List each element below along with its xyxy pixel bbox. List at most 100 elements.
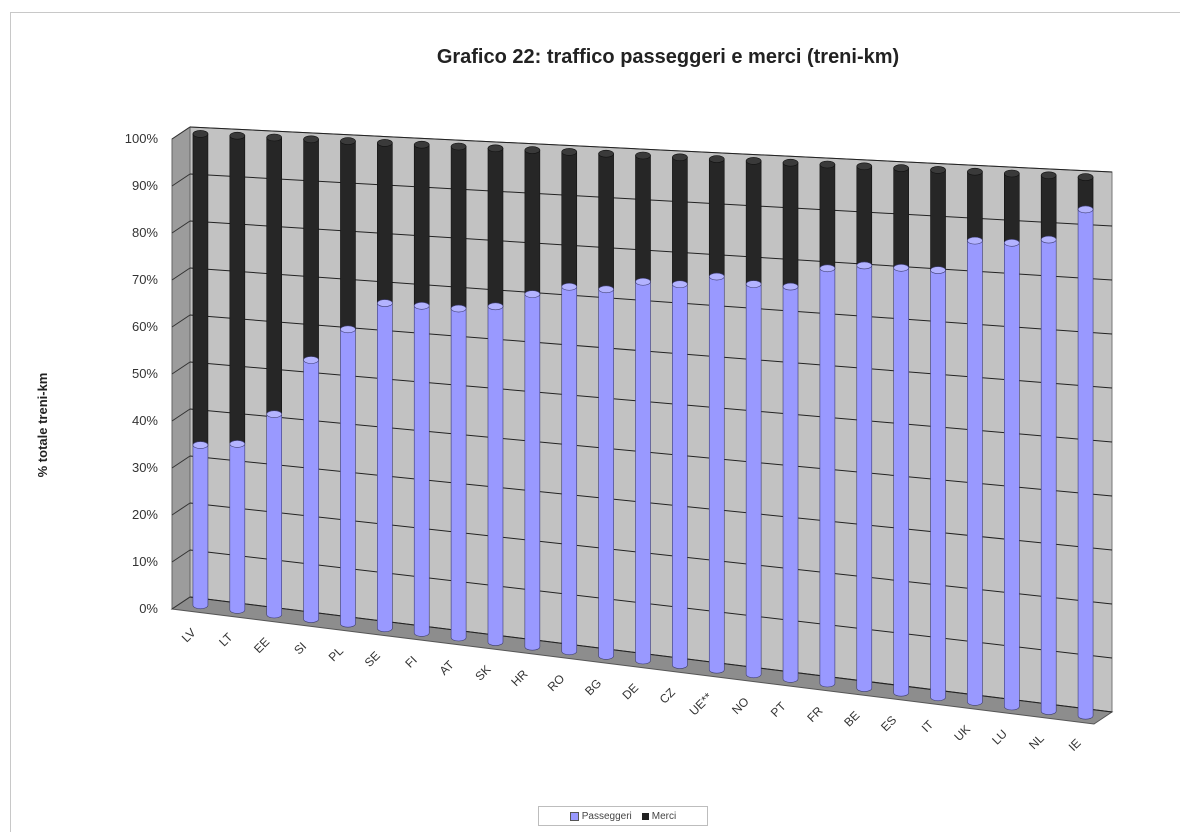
bar-merci — [450, 146, 467, 313]
x-tick-label: PL — [326, 644, 347, 665]
bar-merci-top — [561, 148, 578, 156]
bar-merci-top — [598, 149, 614, 158]
bar-merci-top — [377, 139, 393, 147]
y-tick-label: 10% — [132, 554, 158, 569]
bar-es — [893, 164, 909, 697]
bar-passeggeri-top — [1077, 205, 1094, 214]
bar-merci — [413, 144, 430, 310]
bar-passeggeri — [561, 286, 578, 656]
bar-passeggeri-top — [893, 263, 909, 272]
bar-passeggeri — [450, 308, 467, 642]
bar-it — [930, 166, 946, 702]
bar-lv — [192, 130, 209, 610]
bar-passeggeri-top — [782, 282, 799, 291]
y-tick-label: 0% — [139, 601, 158, 616]
y-axis-ticks: 0% 10% 20% 30% 40% 50% 60% 70% 80% 90% 100% — [125, 131, 159, 616]
x-tick-label: DE — [619, 681, 641, 703]
x-tick-label: UE** — [687, 690, 716, 719]
bar-merci — [967, 171, 983, 245]
bar-passeggeri-top — [192, 441, 209, 449]
y-tick-label: 90% — [132, 178, 158, 193]
x-tick-label: BG — [582, 676, 604, 698]
bar-ro — [561, 148, 578, 656]
bar-passeggeri — [487, 306, 504, 646]
bar-pl — [340, 137, 356, 628]
x-tick-label: FR — [804, 703, 825, 724]
bar-passeggeri-top — [450, 304, 467, 313]
bar-passeggeri — [1040, 239, 1057, 715]
gridline-side — [171, 220, 191, 234]
x-tick-label: SE — [362, 649, 383, 670]
y-tick-label: 20% — [132, 507, 158, 522]
bar-merci-top — [303, 135, 319, 144]
x-tick-label: AT — [437, 657, 458, 678]
y-tick-label: 30% — [132, 460, 158, 475]
x-tick-label: LT — [216, 630, 236, 650]
bar-passeggeri — [819, 268, 836, 688]
bar-passeggeri — [524, 293, 541, 651]
bar-at — [450, 142, 467, 642]
bar-merci — [377, 142, 393, 307]
bar-passeggeri-top — [229, 440, 246, 448]
bar-merci — [930, 169, 946, 274]
y-tick-label: 70% — [132, 272, 158, 287]
legend-item-passeggeri: Passeggeri — [569, 810, 632, 822]
bar-passeggeri-top — [967, 236, 983, 245]
y-axis-label: % totale treni-km — [35, 373, 50, 478]
legend-item-merci: Merci — [641, 810, 677, 822]
legend-label-merci: Merci — [651, 810, 677, 822]
bar-passeggeri-top — [672, 280, 688, 289]
bar-passeggeri-top — [340, 325, 356, 334]
bar-passeggeri — [413, 305, 430, 637]
gridline-side — [171, 314, 191, 328]
bar-merci — [266, 137, 282, 418]
x-tick-label: CZ — [657, 685, 678, 706]
bar-merci-top — [450, 142, 467, 151]
bar-uk — [967, 167, 983, 706]
bar-ee — [266, 133, 283, 619]
bar-merci-top — [893, 164, 909, 172]
bar-passeggeri-top — [1003, 238, 1020, 247]
bar-se — [377, 139, 393, 633]
bar-pt — [782, 158, 799, 683]
bar-passeggeri — [192, 444, 209, 610]
bar-merci — [1040, 175, 1057, 244]
bar-merci-top — [266, 133, 283, 142]
chart-legend: Passeggeri Merci — [538, 806, 708, 826]
gridline-side — [171, 596, 191, 610]
x-tick-label: SK — [472, 662, 493, 683]
chart-title: Grafico 22: traffico passeggeri e merci … — [437, 46, 899, 68]
bar-merci — [635, 155, 651, 286]
bar-merci-top — [1003, 169, 1020, 178]
x-tick-label: NL — [1026, 731, 1047, 752]
bar-merci — [819, 164, 836, 273]
x-tick-label: SI — [291, 639, 309, 657]
bar-merci-top — [782, 158, 799, 167]
x-tick-label: IE — [1066, 736, 1084, 754]
y-tick-label: 80% — [132, 225, 158, 240]
bar-merci-top — [672, 153, 688, 162]
bar-merci-top — [1040, 171, 1057, 180]
gridline-side — [171, 267, 191, 281]
bar-sk — [487, 144, 504, 646]
bar-passeggeri-top — [524, 290, 541, 298]
bar-passeggeri-top — [745, 280, 762, 288]
bar-fi — [413, 140, 430, 637]
bar-merci-top — [487, 144, 504, 153]
bar-merci — [782, 162, 799, 291]
bar-merci-top — [930, 166, 946, 174]
bar-passeggeri — [377, 302, 393, 633]
bar-passeggeri-top — [413, 302, 430, 310]
bar-no — [745, 157, 762, 679]
legend-label-passeggeri: Passeggeri — [581, 810, 632, 822]
bar-passeggeri — [672, 283, 688, 669]
bar-merci — [487, 148, 504, 311]
bar-passeggeri — [229, 443, 246, 614]
bar-ie — [1077, 173, 1094, 720]
gridline — [189, 126, 1113, 173]
bar-si — [303, 135, 319, 623]
y-tick-label: 40% — [132, 413, 158, 428]
bar-passeggeri-top — [377, 299, 393, 307]
bar-merci — [524, 149, 541, 298]
bar-passeggeri-top — [266, 410, 283, 418]
